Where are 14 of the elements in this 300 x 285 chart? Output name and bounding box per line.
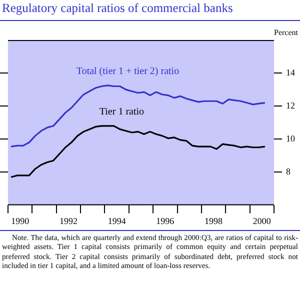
series-label: Tier 1 ratio (99, 106, 144, 118)
x-tick-label: 1996 (156, 216, 175, 226)
x-tick-label: 1990 (11, 216, 30, 226)
x-tick-label: 2000 (252, 216, 272, 226)
x-tick-label: 1994 (108, 216, 126, 226)
y-tick-label: 14 (286, 67, 296, 78)
series-label: Total (tier 1 + tier 2) ratio (76, 66, 180, 78)
y-tick-label: 8 (286, 166, 291, 177)
x-tick-label: 1998 (204, 216, 224, 226)
y-tick-label: 10 (286, 133, 296, 144)
y-tick-label: 12 (286, 100, 295, 110)
x-tick-label: 1992 (59, 216, 78, 226)
y-axis-title: Percent (274, 28, 299, 38)
chart-title: Regulatory capital ratios of commercial banks (2, 1, 233, 16)
